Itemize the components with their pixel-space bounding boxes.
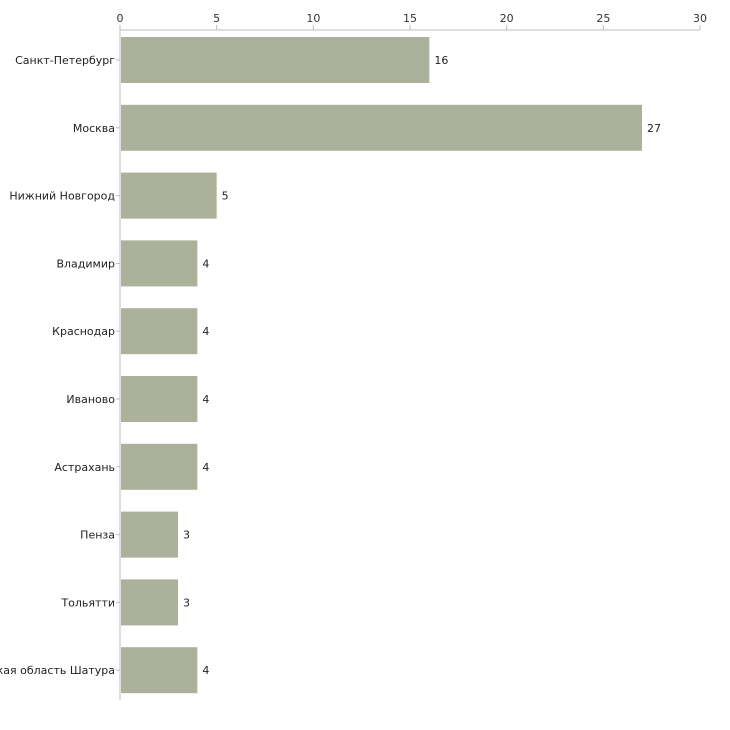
bar [121, 37, 430, 83]
x-tick-label: 20 [500, 12, 514, 25]
category-label: Санкт-Петербург [15, 54, 115, 67]
data-label: 4 [202, 393, 209, 406]
bar [121, 579, 178, 626]
category-label: Москва [73, 122, 115, 135]
data-label: 5 [222, 190, 229, 203]
category-labels: Санкт-Петербург Москва Нижний Новгород Влад… [0, 54, 120, 677]
x-tick-label: 0 [117, 12, 124, 25]
bar [121, 308, 198, 355]
data-label: 3 [183, 529, 190, 542]
bar [121, 104, 642, 151]
x-axis-ticks: 0 5 10 15 20 25 30 [117, 12, 707, 30]
category-label: Владимир [56, 257, 115, 270]
x-tick-label: 15 [403, 12, 417, 25]
x-tick-label: 10 [306, 12, 320, 25]
data-label: 16 [434, 54, 448, 67]
data-label: 4 [202, 325, 209, 338]
category-label: Астрахань [54, 461, 115, 474]
data-labels: 16 27 5 4 4 4 4 3 3 4 [183, 54, 661, 677]
bar [121, 376, 198, 422]
category-label: Нижний Новгород [9, 190, 115, 203]
x-tick-label: 25 [596, 12, 610, 25]
category-label: Московская область Шатура [0, 664, 115, 677]
category-label: Иваново [66, 393, 115, 406]
category-label: Краснодар [52, 325, 115, 338]
data-label: 4 [202, 664, 209, 677]
data-label: 4 [202, 461, 209, 474]
data-label: 3 [183, 596, 190, 609]
data-label: 4 [202, 257, 209, 270]
bar [121, 443, 198, 490]
bar [121, 647, 198, 694]
data-label: 27 [647, 122, 661, 135]
category-label: Пенза [80, 529, 115, 542]
x-tick-label: 5 [213, 12, 220, 25]
bar [121, 240, 198, 287]
x-tick-label: 30 [693, 12, 707, 25]
bar [121, 172, 217, 219]
category-label: Тольятти [60, 596, 115, 609]
bar [121, 511, 178, 558]
chart-bars [121, 37, 642, 694]
